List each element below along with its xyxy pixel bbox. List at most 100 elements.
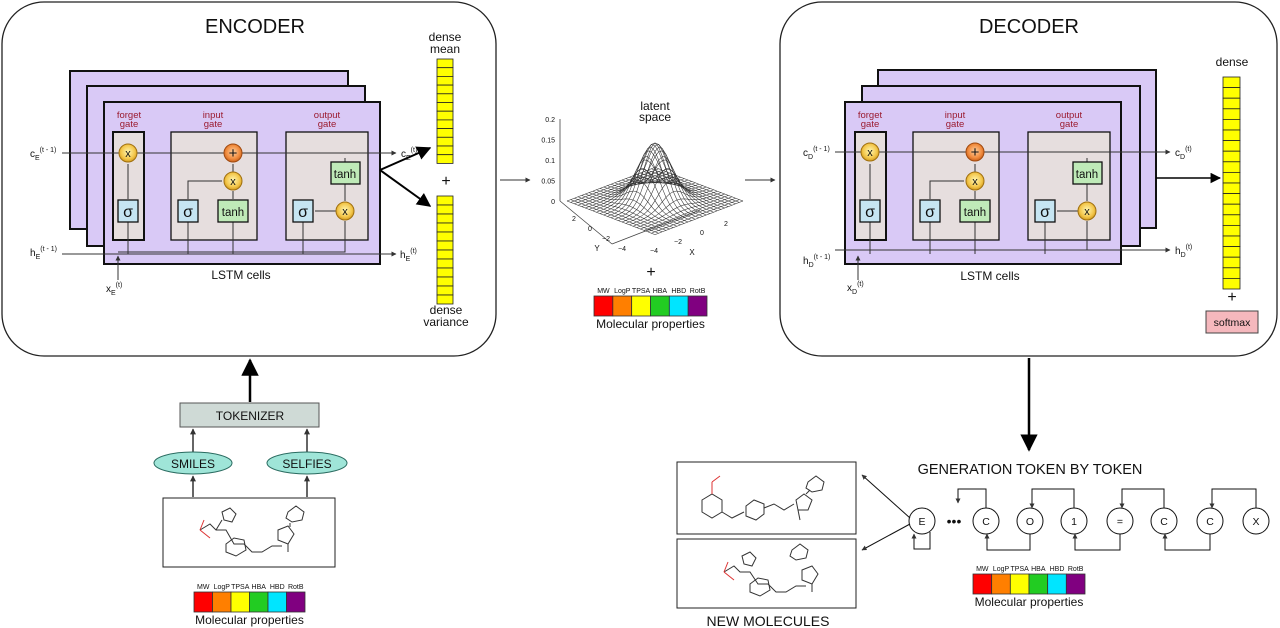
dense-mean-cell: [436, 119, 454, 130]
decoder-h-out-label: hD(t): [1175, 244, 1192, 259]
property-color-cell: [650, 295, 670, 317]
decoder-input-gate-label: input gate: [945, 110, 966, 130]
decoder-input-sigma-label: σ: [925, 204, 935, 221]
decoder-dense-cell: [1222, 267, 1241, 279]
latent-title: latent space: [639, 99, 671, 124]
new-molecule-2-drawing: [723, 543, 819, 597]
encoder-h-out-label: hE(t): [400, 248, 417, 263]
latent-x-tick: 2: [724, 221, 728, 228]
input-molecule-drawing: [199, 505, 305, 557]
new-molecule-1-frame: [676, 461, 857, 535]
token-feedback-arrow: [1119, 488, 1165, 509]
property-label: HBA: [1031, 566, 1046, 573]
encoder-input-mult-op: [223, 171, 243, 191]
dense-variance-cell: [436, 231, 454, 242]
token-feedback-arrow: [1209, 488, 1257, 509]
latent-mesh-line: [577, 196, 667, 231]
dense-variance-vector: [436, 195, 454, 305]
encoder-output-gate-label: output gate: [314, 110, 341, 130]
latent-molecular-properties: MW LogP TPSA HBA HBD RotB Molecular properties: [593, 288, 708, 331]
dense-mean-cell: [436, 67, 454, 77]
property-color-cell: [230, 591, 250, 613]
property-color-cell: [249, 591, 269, 613]
decoder-output-tanh: [1072, 161, 1103, 185]
new-molecule-2-frame: [676, 538, 857, 609]
latent-mesh-line: [577, 171, 667, 206]
decoder-forget-mult-label: x: [867, 147, 873, 159]
encoder-forget-mult-op: [118, 143, 138, 163]
latent-mesh-line: [654, 200, 744, 235]
token-label: C: [1160, 516, 1168, 528]
latent-gaussian-surface: [566, 142, 744, 235]
selfies-label: SELFIES: [282, 457, 331, 471]
dense-variance-cell: [436, 249, 454, 260]
decoder-dense-vector: [1222, 76, 1241, 290]
to-new-molecule-1-arrow: [861, 474, 911, 519]
dense-mean-label: dense mean: [429, 30, 462, 56]
tokenizer-box: [179, 402, 320, 428]
property-color-cell: [193, 591, 213, 613]
decoder-dense-cell: [1222, 277, 1241, 290]
new-molecules-label: NEW MOLECULES: [707, 613, 830, 628]
token-label: X: [1252, 516, 1259, 528]
decoder-c-in-label: cD(t - 1): [803, 146, 830, 161]
property-color-cell: [286, 591, 306, 613]
dense-variance-cell: [436, 294, 454, 305]
generation-molecular-properties: MW LogP TPSA HBA HBD RotB Molecular properties: [972, 566, 1086, 609]
latent-mesh-line: [570, 199, 659, 234]
encoder-output-tanh: [330, 161, 361, 185]
decoder-input-tanh: [959, 199, 991, 223]
property-label: LogP: [614, 288, 631, 295]
decoder-dense-cell: [1222, 108, 1241, 120]
decoder-h-in-label: hD(t - 1): [803, 254, 830, 269]
latent-z-tick: 0.2: [545, 117, 555, 124]
decoder-forget-mult-op: [860, 142, 880, 162]
encoder-input-sigma: [177, 199, 199, 223]
property-label: RotB: [690, 288, 706, 295]
decoder-input-mult-op: [965, 171, 985, 191]
decoder-dense-cell: [1222, 214, 1241, 226]
property-label: HBA: [653, 288, 668, 295]
token-node: [1150, 507, 1178, 535]
encoder-input-tanh-label: tanh: [222, 207, 244, 219]
decoder-input-tanh-label: tanh: [964, 207, 986, 219]
input-pipeline: TOKENIZER SMILES SELFIES MW LogP TPSA HBA HB…: [153, 358, 348, 627]
dense-mean-vector: [436, 58, 454, 164]
encoder-input-tanh: [217, 199, 249, 223]
dense-mean-cell: [436, 154, 454, 164]
decoder-dense-cell: [1222, 76, 1241, 89]
property-color-cell: [1009, 573, 1030, 595]
property-label: HBD: [1050, 566, 1065, 573]
decoder-cells-label: LSTM cells: [960, 269, 1019, 283]
latent-y-tick: 0: [588, 226, 592, 233]
property-color-cell: [212, 591, 232, 613]
molecular-properties-caption: Molecular properties: [596, 317, 705, 331]
latent-y-axis-label: Y: [594, 244, 600, 253]
property-label: RotB: [1068, 566, 1084, 573]
latent-mesh-line: [581, 195, 670, 230]
encoder-forget-mult-label: x: [125, 148, 131, 160]
latent-x-ticks: −4 −2 0 2: [650, 221, 728, 255]
encoder-panel: ENCODER forget gate input gate output gate: [1, 1, 497, 357]
latent-y-tick: 2: [572, 216, 576, 223]
property-color-cell: [668, 295, 689, 317]
decoder-output-sigma-label: σ: [1040, 204, 1050, 221]
property-color-cell: [612, 295, 633, 317]
dense-mean-cell: [436, 76, 454, 86]
latent-mesh-line: [651, 199, 740, 234]
token-node: [1242, 507, 1270, 535]
dense-variance-cell: [436, 213, 454, 224]
encoder-h-in-label: hE(t - 1): [30, 246, 57, 261]
decoder-forget-sigma: [859, 199, 881, 223]
dense-variance-cell: [436, 204, 454, 215]
softmax-box: [1205, 310, 1259, 334]
decoder-dense-cell: [1222, 150, 1241, 163]
molecular-properties-caption: Molecular properties: [975, 595, 1084, 609]
encoder-input-gate-label: input gate: [203, 110, 224, 130]
decoder-dense-cell: [1222, 119, 1241, 131]
latent-x-axis-label: X: [689, 248, 695, 257]
property-label: MW: [976, 566, 989, 573]
decoder-add-label: +: [971, 144, 980, 161]
latent-y-tick: −2: [602, 236, 610, 243]
